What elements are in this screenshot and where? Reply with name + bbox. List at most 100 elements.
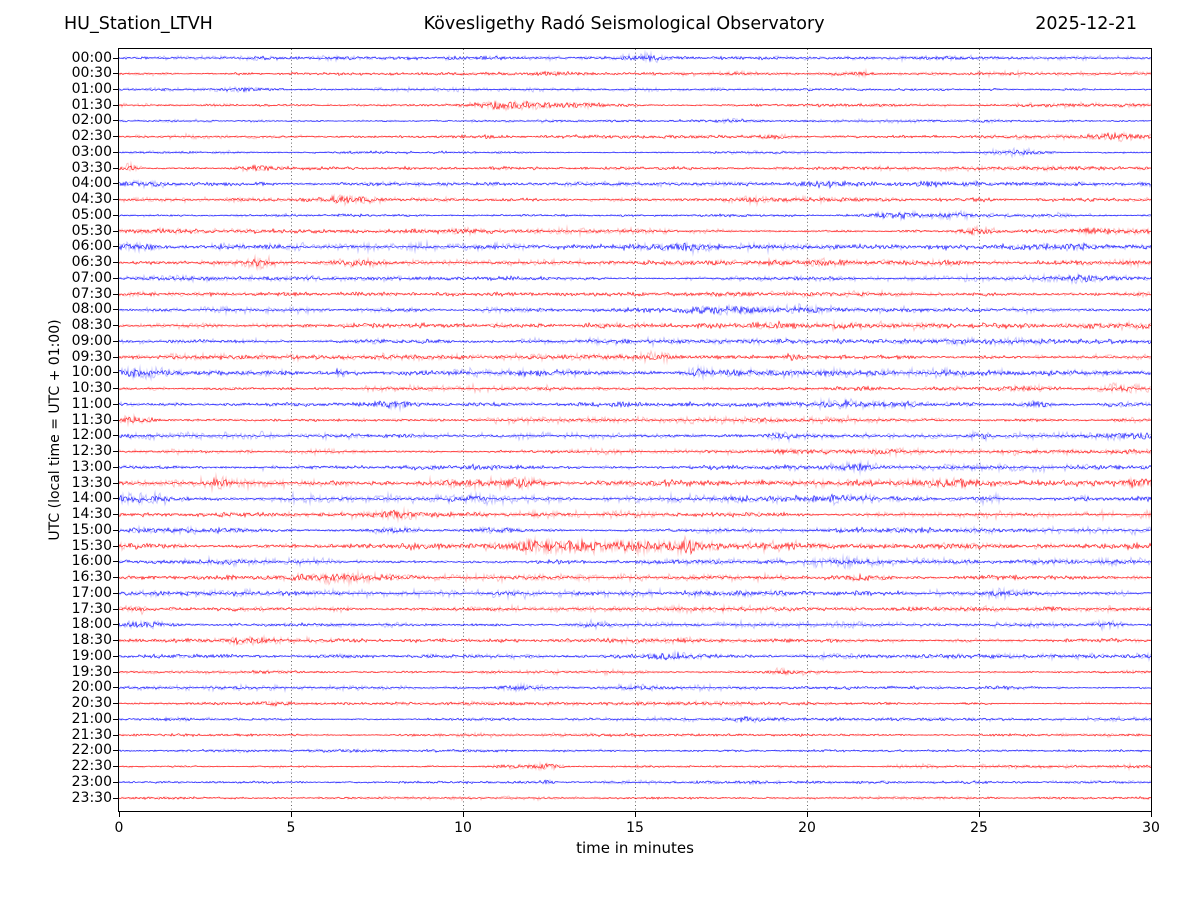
y-tick-mark [113,640,118,642]
y-tick-label: 11:30 [71,411,112,428]
y-axis-label: UTC (local time = UTC + 01:00) [47,319,63,541]
y-tick-label: 04:30 [71,191,112,208]
y-tick-mark [113,624,118,626]
y-tick-label: 05:00 [71,206,112,223]
y-tick-label: 17:00 [71,584,112,601]
y-tick-label: 15:30 [71,537,112,554]
y-tick-mark [113,750,118,752]
y-tick-mark [113,230,118,232]
x-tick-label: 5 [286,820,296,836]
date-label: 2025-12-21 [1035,14,1137,34]
y-tick-mark [113,577,118,579]
y-tick-label: 18:30 [71,632,112,649]
y-tick-label: 20:00 [71,679,112,696]
y-tick-label: 09:00 [71,332,112,349]
y-tick-mark [113,498,118,500]
y-tick-label: 10:30 [71,380,112,397]
y-tick-mark [113,403,118,405]
figure-titlebar: HU_Station_LTVH Kövesligethy Radó Seismo… [64,14,1137,40]
y-tick-mark [113,356,118,358]
x-tick-mark [291,812,292,817]
y-tick-mark [113,88,118,90]
y-tick-label: 16:00 [71,553,112,570]
y-tick-mark [113,514,118,516]
y-tick-label: 13:00 [71,458,112,475]
y-tick-label: 15:00 [71,521,112,538]
y-tick-label: 20:30 [71,695,112,712]
y-tick-mark [113,372,118,374]
x-tick-mark [463,812,464,817]
x-tick-label: 25 [970,820,988,836]
y-tick-mark [113,246,118,248]
y-tick-label: 19:00 [71,647,112,664]
x-tick-mark [635,812,636,817]
y-tick-mark [113,183,118,185]
y-tick-mark [113,718,118,720]
x-tick-mark [807,812,808,817]
x-tick-label: 30 [1142,820,1160,836]
y-tick-label: 16:30 [71,569,112,586]
y-tick-label: 23:30 [71,789,112,806]
y-tick-label: 03:00 [71,143,112,160]
x-tick-mark [1151,812,1152,817]
x-tick-mark [979,812,980,817]
y-tick-mark [113,388,118,390]
y-tick-label: 03:30 [71,159,112,176]
y-tick-label: 00:00 [71,49,112,66]
seismogram-trace-canvas [119,49,1151,811]
y-tick-label: 21:30 [71,726,112,743]
y-tick-mark [113,309,118,311]
y-tick-label: 02:00 [71,112,112,129]
y-tick-mark [113,104,118,106]
y-tick-mark [113,482,118,484]
y-tick-label: 11:00 [71,395,112,412]
y-tick-mark [113,151,118,153]
y-tick-mark [113,199,118,201]
y-tick-label: 23:00 [71,773,112,790]
y-tick-label: 17:30 [71,600,112,617]
y-tick-label: 05:30 [71,222,112,239]
y-tick-mark [113,781,118,783]
y-tick-mark [113,608,118,610]
y-tick-mark [113,687,118,689]
y-tick-mark [113,214,118,216]
y-tick-label: 04:00 [71,175,112,192]
x-tick-label: 20 [798,820,816,836]
y-tick-mark [113,136,118,138]
plot-area [118,48,1152,812]
x-tick-label: 10 [454,820,472,836]
y-tick-mark [113,592,118,594]
y-tick-label: 01:00 [71,80,112,97]
y-tick-label: 02:30 [71,128,112,145]
y-tick-mark [113,340,118,342]
y-tick-mark [113,57,118,59]
y-tick-label: 22:30 [71,758,112,774]
y-tick-label: 12:00 [71,427,112,444]
y-tick-label: 10:00 [71,364,112,381]
y-tick-label: 08:30 [71,317,112,334]
y-tick-label: 19:30 [71,663,112,680]
y-tick-label: 14:00 [71,490,112,507]
y-tick-label: 22:00 [71,742,112,759]
y-tick-label: 06:30 [71,254,112,271]
y-tick-label: 18:00 [71,616,112,633]
y-tick-mark [113,655,118,657]
y-tick-label: 12:30 [71,443,112,460]
y-tick-mark [113,766,118,767]
x-axis-label: time in minutes [576,839,694,857]
y-tick-mark [113,73,118,75]
station-title: HU_Station_LTVH [64,14,213,34]
y-tick-mark [113,325,118,327]
y-tick-mark [113,561,118,563]
y-tick-label: 08:00 [71,301,112,318]
y-tick-label: 07:00 [71,269,112,286]
y-tick-mark [113,262,118,264]
y-tick-label: 00:30 [71,65,112,82]
x-tick-label: 0 [114,820,124,836]
y-tick-mark [113,451,118,453]
y-tick-mark [113,734,118,736]
observatory-title: Kövesligethy Radó Seismological Observat… [423,14,825,34]
y-tick-label: 07:30 [71,285,112,302]
y-tick-mark [113,120,118,122]
